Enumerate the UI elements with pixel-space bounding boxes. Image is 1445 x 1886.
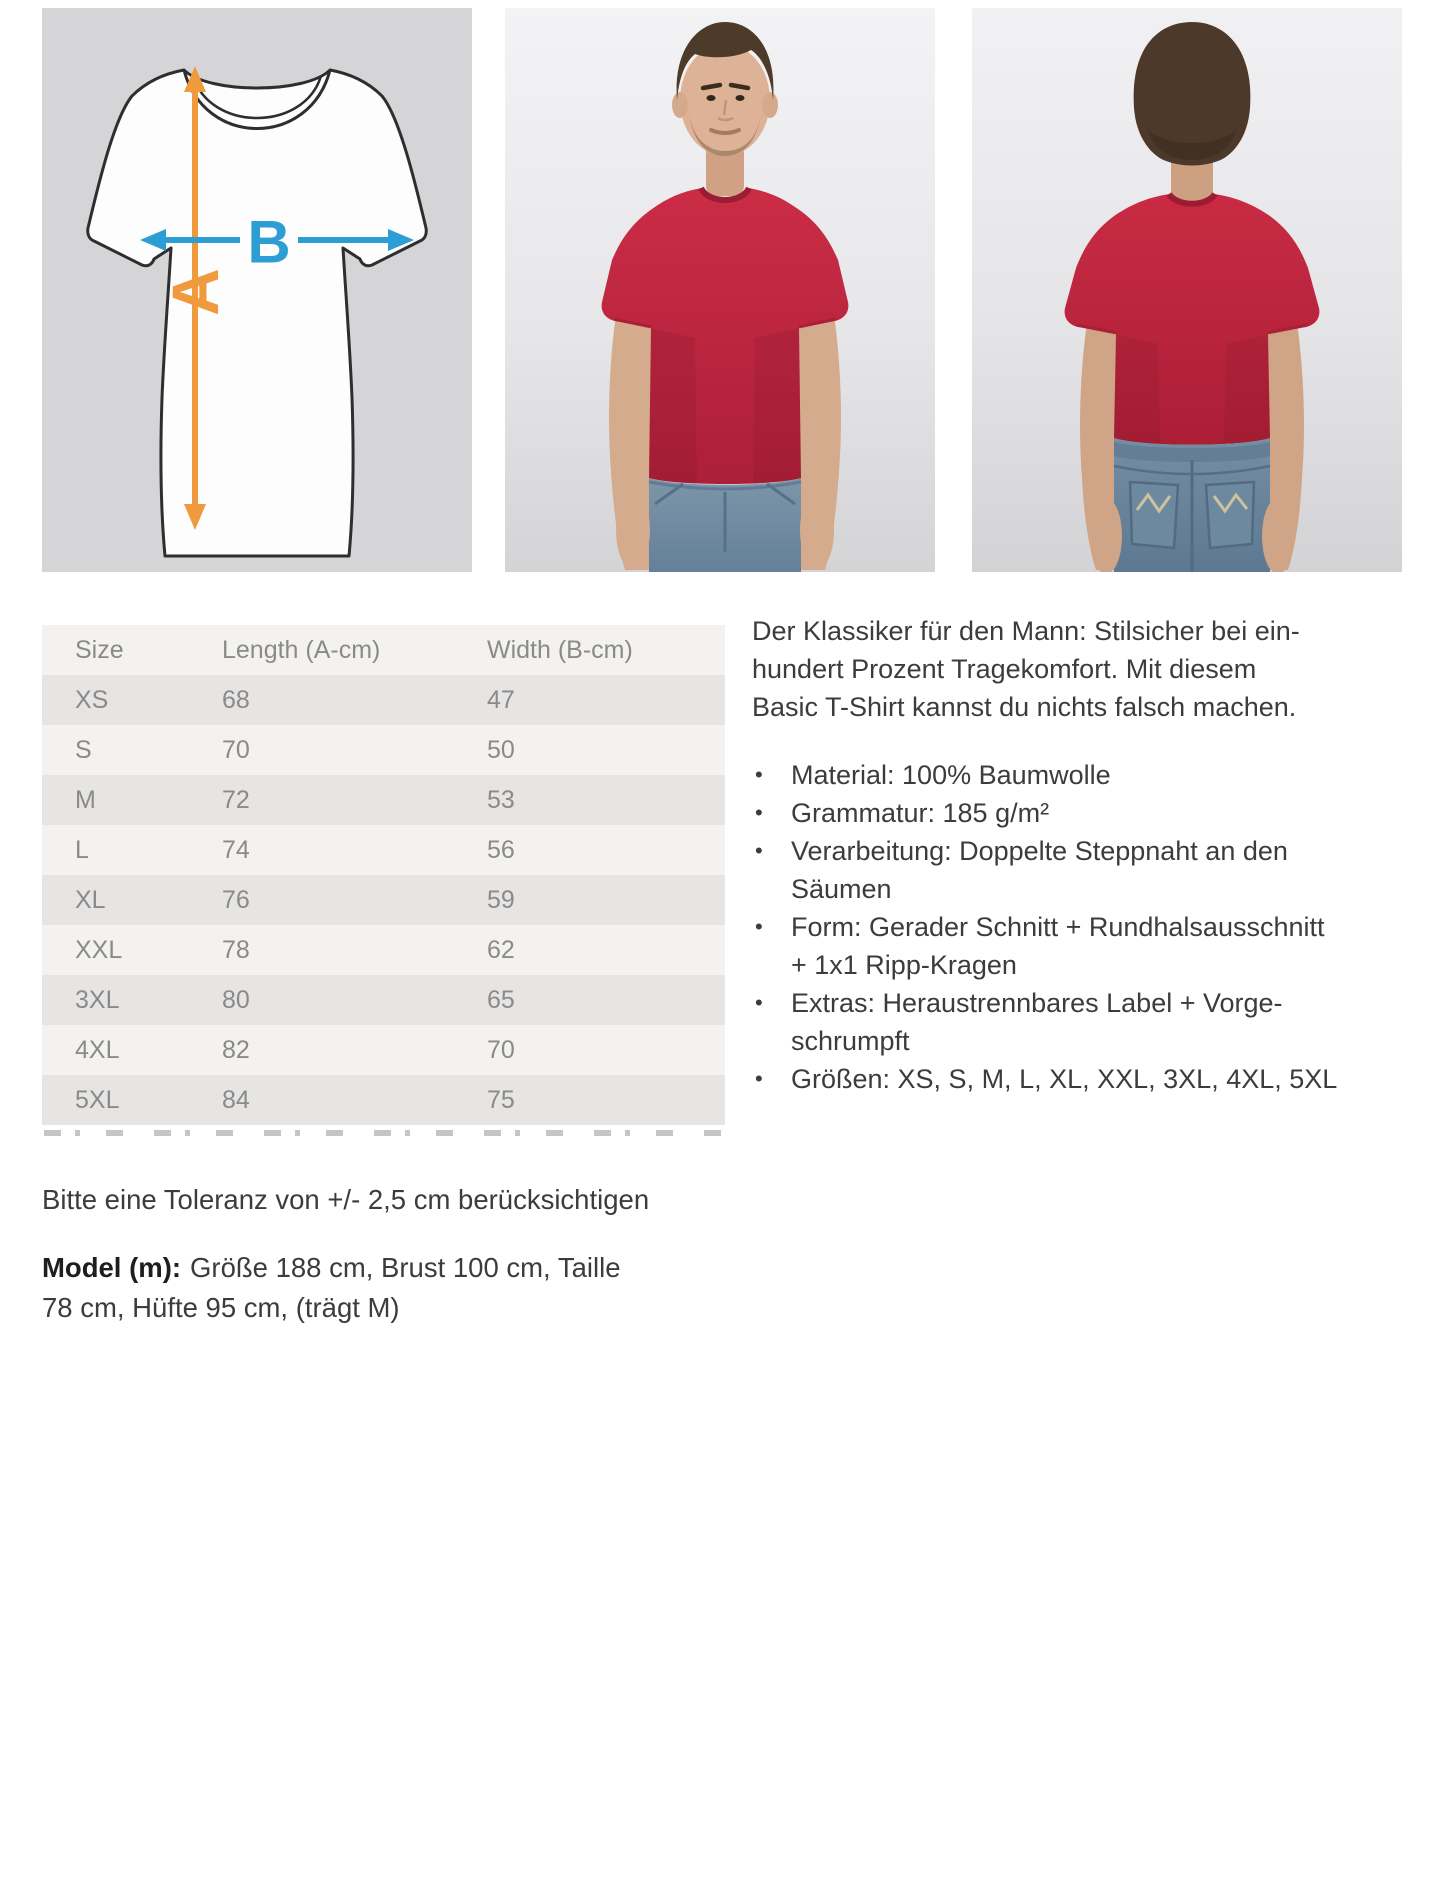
model-front-photo	[505, 8, 935, 572]
cell-length: 74	[222, 836, 250, 864]
table-row: XS 68 47	[42, 675, 725, 725]
bullet-icon: •	[755, 1066, 763, 1091]
measurement-notes: Bitte eine Toleranz von +/- 2,5 cm berüc…	[42, 1180, 722, 1355]
cell-length: 84	[222, 1086, 250, 1114]
column-header-length: Length (A-cm)	[222, 636, 381, 664]
cell-width: 75	[487, 1086, 515, 1114]
model-info: Model (m): Größe 188 cm, Brust 100 cm, Ta…	[42, 1248, 722, 1328]
cell-width: 47	[487, 686, 515, 714]
label-a: A	[158, 268, 232, 316]
description-intro: Der Klassiker für den Mann: Stilsicher b…	[752, 616, 1300, 722]
cell-size: M	[75, 786, 96, 814]
cell-length: 72	[222, 786, 250, 814]
list-item: • Material: 100% Baumwolle	[752, 756, 1412, 794]
size-table-header: Size Length (A-cm) Width (B-cm)	[42, 625, 725, 675]
clipped-next-row-artifact	[44, 1130, 722, 1136]
label-b: B	[247, 209, 290, 276]
cell-length: 78	[222, 936, 250, 964]
cell-length: 70	[222, 736, 250, 764]
cell-size: 4XL	[75, 1036, 120, 1064]
column-header-width: Width (B-cm)	[487, 636, 633, 664]
cell-width: 50	[487, 736, 515, 764]
feature-form: Form: Gerader Schnitt + Rundhalsausschni…	[791, 912, 1325, 980]
cell-width: 70	[487, 1036, 515, 1064]
cell-length: 80	[222, 986, 250, 1014]
cell-size: L	[75, 836, 89, 864]
product-description: Der Klassiker für den Mann: Stilsicher b…	[752, 612, 1412, 1098]
cell-size: XXL	[75, 936, 123, 964]
list-item: • Verarbeitung: Doppelte Steppnaht an de…	[752, 832, 1412, 908]
cell-size: XL	[75, 886, 106, 914]
table-row: M 72 53	[42, 775, 725, 825]
size-diagram-panel: A B	[42, 8, 472, 572]
table-row: 5XL 84 75	[42, 1075, 725, 1125]
size-table: Size Length (A-cm) Width (B-cm) XS 68 47…	[42, 625, 725, 1125]
length-arrow-a: A	[158, 66, 232, 530]
cell-size: 3XL	[75, 986, 120, 1014]
collar-inner-line	[191, 75, 323, 120]
list-item: • Form: Gerader Schnitt + Rundhalsaussch…	[752, 908, 1412, 984]
list-item: • Größen: XS, S, M, L, XL, XXL, 3XL, 4XL…	[752, 1060, 1412, 1098]
cell-width: 62	[487, 936, 515, 964]
tshirt-measurement-diagram: A B	[86, 66, 428, 558]
model-measurements: Größe 188 cm, Brust 100 cm, Taille 78 cm…	[42, 1251, 621, 1323]
cell-width: 56	[487, 836, 515, 864]
list-item: • Extras: Heraustrennbares Label + Vorge…	[752, 984, 1412, 1060]
table-row: 3XL 80 65	[42, 975, 725, 1025]
column-header-size: Size	[75, 636, 124, 664]
feature-extras: Extras: Heraustrennbares Label + Vorge- …	[791, 988, 1283, 1056]
model-front-illustration	[505, 8, 935, 572]
bullet-icon: •	[755, 762, 763, 787]
table-row: L 74 56	[42, 825, 725, 875]
tshirt-outline	[86, 68, 428, 558]
cell-width: 53	[487, 786, 515, 814]
feature-list: • Material: 100% Baumwolle • Grammatur: …	[752, 756, 1412, 1098]
bullet-icon: •	[755, 990, 763, 1015]
cell-size: S	[75, 736, 92, 764]
bullet-icon: •	[755, 914, 763, 939]
model-back-photo	[972, 8, 1402, 572]
bullet-icon: •	[755, 838, 763, 863]
feature-grammatur: Grammatur: 185 g/m²	[791, 798, 1050, 828]
table-row: XL 76 59	[42, 875, 725, 925]
cell-size: XS	[75, 686, 109, 714]
width-arrow-b: B	[140, 209, 414, 276]
feature-groessen: Größen: XS, S, M, L, XL, XXL, 3XL, 4XL, …	[791, 1064, 1338, 1094]
cell-length: 68	[222, 686, 250, 714]
bullet-icon: •	[755, 800, 763, 825]
cell-length: 82	[222, 1036, 250, 1064]
cell-length: 76	[222, 886, 250, 914]
list-item: • Grammatur: 185 g/m²	[752, 794, 1412, 832]
tolerance-note: Bitte eine Toleranz von +/- 2,5 cm berüc…	[42, 1184, 650, 1215]
model-label: Model (m):	[42, 1251, 182, 1283]
table-row: XXL 78 62	[42, 925, 725, 975]
model-back-illustration	[972, 8, 1402, 572]
feature-verarbeitung: Verarbeitung: Doppelte Steppnaht an den …	[791, 836, 1288, 904]
cell-width: 65	[487, 986, 515, 1014]
feature-material: Material: 100% Baumwolle	[791, 760, 1111, 790]
cell-width: 59	[487, 886, 515, 914]
table-row: 4XL 82 70	[42, 1025, 725, 1075]
cell-size: 5XL	[75, 1086, 120, 1114]
table-row: S 70 50	[42, 725, 725, 775]
